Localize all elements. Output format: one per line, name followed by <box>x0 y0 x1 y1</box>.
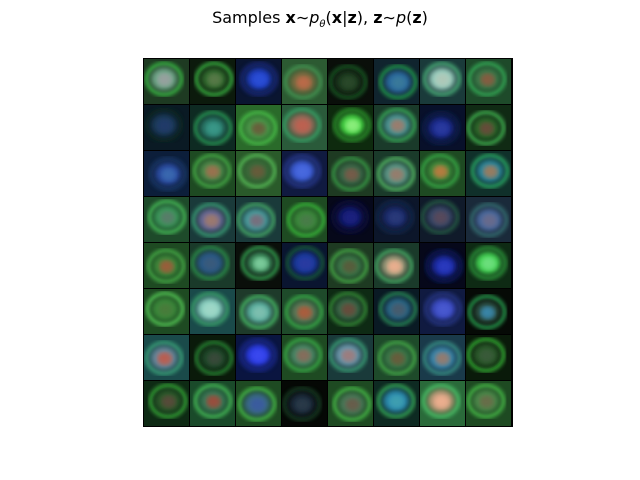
sample-tile <box>328 243 373 288</box>
sample-tile <box>282 197 327 242</box>
sample-tile <box>374 197 419 242</box>
sample-tile <box>328 335 373 380</box>
sample-tile <box>466 289 511 334</box>
sample-tile <box>466 105 511 150</box>
sample-tile <box>466 243 511 288</box>
sample-tile <box>374 105 419 150</box>
sample-tile <box>190 381 235 426</box>
title-z3: z <box>412 8 422 27</box>
title-rparen: ) <box>356 8 364 27</box>
title-tilde2: ∼ <box>382 8 396 27</box>
sample-tile <box>420 197 465 242</box>
sample-tile <box>466 151 511 196</box>
sample-tile <box>420 381 465 426</box>
title-z: z <box>347 8 357 27</box>
sample-tile <box>282 289 327 334</box>
sample-tile <box>190 197 235 242</box>
sample-tile <box>190 105 235 150</box>
sample-tile <box>236 335 281 380</box>
title-x2: x <box>331 8 343 27</box>
sample-tile <box>282 59 327 104</box>
sample-tile <box>328 59 373 104</box>
sample-tile <box>374 381 419 426</box>
sample-tile <box>374 151 419 196</box>
sample-tile <box>236 243 281 288</box>
sample-tile <box>420 59 465 104</box>
sample-tile <box>328 289 373 334</box>
sample-tile <box>236 59 281 104</box>
sample-tile <box>282 335 327 380</box>
title-x: x <box>285 8 296 27</box>
sample-tile <box>144 289 189 334</box>
sample-tile <box>328 151 373 196</box>
sample-tile <box>282 105 327 150</box>
title-p: p <box>309 8 320 27</box>
sample-tile <box>144 335 189 380</box>
sample-tile <box>236 151 281 196</box>
sample-tile <box>236 289 281 334</box>
sample-tile <box>190 151 235 196</box>
sample-tile <box>144 59 189 104</box>
sample-tile <box>328 381 373 426</box>
sample-tile <box>466 59 511 104</box>
figure-title: Samples x∼pθ(x|z), z∼p(z) <box>0 8 640 30</box>
sample-tile <box>374 289 419 334</box>
title-z2: z <box>373 8 383 27</box>
sample-tile <box>190 335 235 380</box>
sample-tile <box>374 335 419 380</box>
sample-tile <box>236 381 281 426</box>
sample-tile <box>282 151 327 196</box>
title-tilde: ∼ <box>295 8 310 27</box>
title-prefix: Samples <box>212 8 286 27</box>
sample-tile <box>374 243 419 288</box>
sample-tile <box>420 335 465 380</box>
sample-tile <box>328 197 373 242</box>
title-p2: p <box>395 8 407 27</box>
title-theta: θ <box>319 19 326 31</box>
sample-tile <box>144 381 189 426</box>
sample-image-grid <box>143 58 513 427</box>
sample-tile <box>282 381 327 426</box>
sample-tile <box>374 59 419 104</box>
sample-tile <box>420 243 465 288</box>
sample-tile <box>144 151 189 196</box>
sample-tile <box>144 243 189 288</box>
sample-tile <box>420 105 465 150</box>
sample-tile <box>190 289 235 334</box>
sample-tile <box>236 197 281 242</box>
sample-tile <box>466 335 511 380</box>
title-lparen: ( <box>325 8 332 27</box>
sample-tile <box>282 243 327 288</box>
sample-tile <box>466 197 511 242</box>
sample-tile <box>236 105 281 150</box>
sample-tile <box>144 105 189 150</box>
title-comma: , <box>363 8 374 27</box>
sample-tile <box>420 151 465 196</box>
title-bar: | <box>342 8 348 27</box>
sample-tile <box>420 289 465 334</box>
sample-tile <box>328 105 373 150</box>
title-lparen2: ( <box>406 8 413 27</box>
sample-tile <box>466 381 511 426</box>
sample-tile <box>190 243 235 288</box>
title-rparen2: ) <box>421 8 428 27</box>
sample-tile <box>144 197 189 242</box>
sample-tile <box>190 59 235 104</box>
